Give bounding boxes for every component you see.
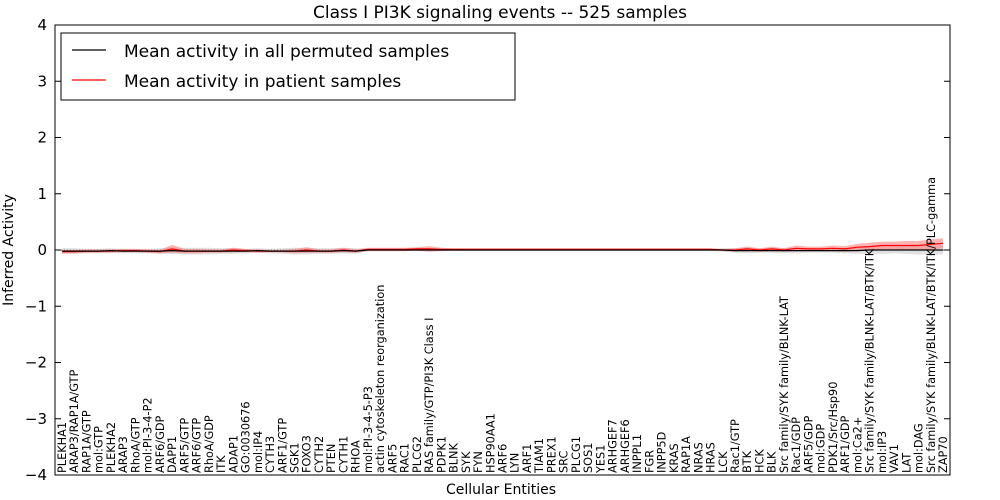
- x-tick-label: ARF6: [497, 444, 510, 473]
- y-tick-label: −4: [25, 466, 47, 484]
- x-tick-label: PDK1/Src/Hsp90: [827, 382, 840, 473]
- x-tick-label: mol:PI-3-4-5-P3: [362, 386, 375, 473]
- x-tick-label: FGR: [643, 450, 656, 473]
- x-tick-label: ARF1/GDP: [839, 415, 852, 473]
- x-tick-label: Src family/SYK family/BLNK-LAT/BTK/ITK/P…: [925, 177, 938, 473]
- series-line-permuted: [62, 249, 943, 252]
- x-tick-label: SOS1: [582, 443, 595, 473]
- x-tick-label: BTK: [741, 450, 754, 473]
- x-tick-label: Rac1/GDP: [790, 417, 803, 473]
- x-tick-label: ARF1/GTP: [276, 418, 289, 473]
- x-tick-label: SRC: [558, 451, 571, 473]
- x-tick-label: mol:Ca2+: [851, 417, 864, 473]
- x-tick-label: RHOA: [350, 440, 363, 473]
- x-tick-label: FOXO3: [301, 435, 314, 473]
- x-tick-label: GO:0030676: [240, 401, 253, 473]
- x-tick-label: RhoA/GDP: [203, 415, 216, 473]
- plot-area: [55, 238, 950, 255]
- legend-label-patient: Mean activity in patient samples: [124, 72, 401, 92]
- x-tick-label: ARF1: [521, 444, 534, 473]
- x-tick-label: ARF6/GDP: [154, 415, 167, 473]
- x-tick-label: RAC1: [399, 443, 412, 473]
- x-tick-label: mol:GTP: [93, 426, 106, 473]
- x-tick-label: Src family/SYK family/BLNK-LAT: [778, 296, 791, 473]
- x-tick-label: RhoA/GTP: [129, 417, 142, 473]
- x-tick-label: INPP5D: [656, 431, 669, 473]
- y-tick-label: −3: [25, 410, 47, 428]
- x-tick-label: ITK: [215, 455, 228, 473]
- x-tick-label: INPPL1: [631, 434, 644, 473]
- x-tick-label: TIAM1: [533, 438, 546, 474]
- x-tick-label: ARF6/GTP: [191, 418, 204, 473]
- y-axis-ticks: −4 −3 −2 −1 0 1 2 3 4: [25, 16, 950, 484]
- x-tick-label: KRAS: [668, 443, 681, 473]
- entity-labels: PLEKHA1 ARAP3/RAP1A/GTP RAP1A/GTP mol:GTP PL…: [56, 177, 950, 474]
- x-tick-label: Src family/SYK family/BLNK-LAT/BTK/ITK: [864, 248, 877, 473]
- x-tick-label: PLCG2: [411, 436, 424, 473]
- x-tick-label: ARHGEF6: [619, 419, 632, 473]
- x-tick-label: HRAS: [705, 442, 718, 473]
- y-tick-label: 3: [37, 72, 47, 90]
- x-tick-label: HSP90AA1: [484, 413, 497, 473]
- y-axis-label: Inferred Activity: [1, 194, 17, 306]
- y-tick-label: −1: [25, 297, 47, 315]
- legend: Mean activity in all permuted samples Me…: [60, 32, 516, 101]
- x-tick-label: HCK: [754, 449, 767, 473]
- x-tick-label: RAP1A: [680, 436, 693, 473]
- y-tick-label: 0: [37, 241, 47, 259]
- x-tick-label: mol:IP3: [876, 431, 889, 473]
- x-tick-label: VAV1: [888, 444, 901, 473]
- legend-box: [60, 32, 516, 101]
- x-tick-label: PDPK1: [435, 436, 448, 473]
- x-tick-label: ARHGEF7: [607, 419, 620, 473]
- x-tick-label: PREX1: [545, 436, 558, 473]
- x-tick-label: RAP1A/GTP: [81, 410, 94, 473]
- x-tick-label: ZAP70: [937, 436, 950, 473]
- x-tick-label: LYN: [509, 453, 522, 473]
- x-tick-label: FYN: [472, 451, 485, 473]
- x-tick-label: CYTH3: [264, 436, 277, 473]
- x-tick-label: ARF5/GTP: [178, 418, 191, 473]
- x-tick-label: mol:PI-3-4-P2: [142, 397, 155, 473]
- y-tick-label: 1: [37, 185, 47, 203]
- x-axis-label: Cellular Entities: [446, 482, 556, 498]
- x-tick-label: PLEKHA2: [105, 422, 118, 473]
- x-tick-label: mol:DAG: [913, 423, 926, 473]
- y-tick-label: 2: [37, 129, 47, 147]
- chart-title: Class I PI3K signaling events -- 525 sam…: [313, 3, 687, 23]
- x-tick-label: SGK1: [289, 442, 302, 473]
- x-tick-label: LCK: [717, 451, 730, 473]
- x-tick-label: NRAS: [692, 442, 705, 473]
- x-tick-label: CYTH2: [313, 436, 326, 473]
- x-tick-label: mol:GDP: [815, 424, 828, 473]
- x-tick-label: CYTH1: [337, 436, 350, 473]
- x-tick-label: RAS family/GTP/PI3K Class I: [423, 318, 436, 473]
- x-tick-label: PTEN: [325, 444, 338, 473]
- x-tick-label: Rac1/GTP: [729, 419, 742, 473]
- x-tick-label: PLCG1: [570, 436, 583, 473]
- x-tick-label: SYK: [460, 451, 473, 473]
- x-tick-label: DAPP1: [166, 436, 179, 473]
- x-tick-label: LAT: [900, 453, 913, 473]
- x-tick-label: ARAP3: [117, 436, 130, 473]
- x-tick-label: PLEKHA1: [56, 422, 69, 473]
- x-tick-label: ADAP1: [227, 435, 240, 473]
- x-tick-label: ARF5/GDP: [802, 415, 815, 473]
- x-tick-label: ARF5: [386, 444, 399, 473]
- x-tick-label: ARAP3/RAP1A/GTP: [68, 369, 81, 473]
- x-tick-label: BLNK: [448, 443, 461, 473]
- x-tick-label: BLK: [766, 451, 779, 473]
- y-tick-label: −2: [25, 354, 47, 372]
- x-tick-label: YES1: [594, 445, 607, 474]
- x-tick-label: mol:IP4: [252, 431, 265, 473]
- y-tick-label: 4: [37, 16, 47, 34]
- x-tick-label: actin cytoskeleton reorganization: [374, 285, 387, 473]
- legend-label-permuted: Mean activity in all permuted samples: [124, 42, 449, 62]
